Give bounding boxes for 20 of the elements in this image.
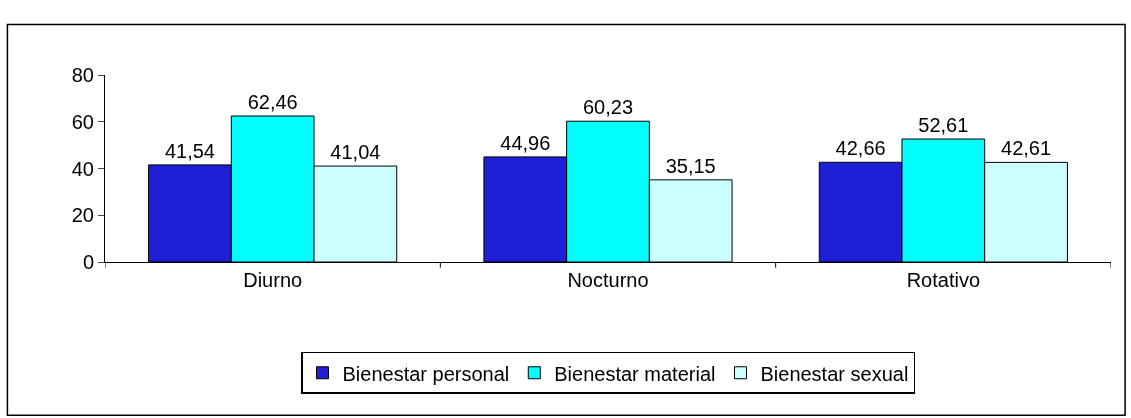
- x-tick-label: Diurno: [243, 269, 303, 291]
- y-tick-label: 80: [71, 64, 94, 86]
- y-tick-label: 60: [71, 110, 94, 133]
- y-tick-label: 40: [71, 157, 94, 180]
- data-label: 62,46: [247, 91, 298, 113]
- legend-label: Bienestar sexual: [760, 362, 909, 385]
- y-tick-label: 0: [82, 251, 94, 273]
- x-tick-label: Nocturno: [567, 269, 649, 291]
- legend-label: Bienestar material: [554, 362, 716, 385]
- data-label: 42,66: [835, 137, 886, 160]
- legend-label: Bienestar personal: [342, 362, 510, 385]
- y-tick-label: 20: [71, 204, 94, 227]
- x-tick-label: Rotativo: [906, 269, 981, 291]
- data-label: 41,04: [330, 141, 381, 164]
- data-label: 60,23: [582, 96, 634, 119]
- data-label: 44,96: [500, 131, 551, 154]
- data-label: 41,54: [164, 139, 215, 162]
- data-label: 52,61: [918, 114, 969, 137]
- data-label: 42,61: [1001, 137, 1052, 160]
- data-label: 35,15: [665, 154, 716, 177]
